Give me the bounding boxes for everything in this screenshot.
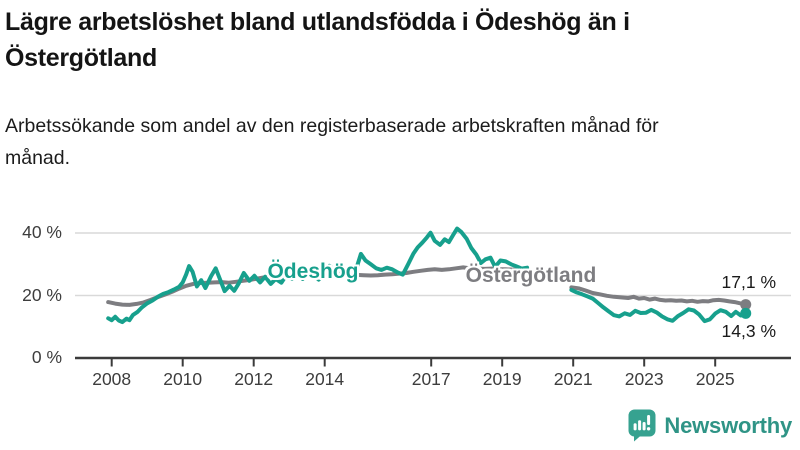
newsworthy-chart-bubble-icon	[628, 409, 656, 442]
series-line-ödeshög	[106, 226, 530, 325]
series-end-dot-ödeshög	[740, 307, 752, 319]
chart-subtitle: Arbetssökande som andel av den registerb…	[5, 115, 659, 169]
series-end-dot-östergötland	[740, 299, 752, 311]
series-line-östergötland	[569, 285, 748, 307]
chart-title: Lägre arbetslöshet bland utlandsfödda i …	[5, 8, 630, 72]
newsworthy-wordmark: Newsworthy	[664, 412, 792, 438]
series-line-östergötland	[106, 265, 530, 307]
newsworthy-logo: Newsworthy	[628, 409, 792, 442]
series-line-ödeshög	[569, 287, 748, 324]
